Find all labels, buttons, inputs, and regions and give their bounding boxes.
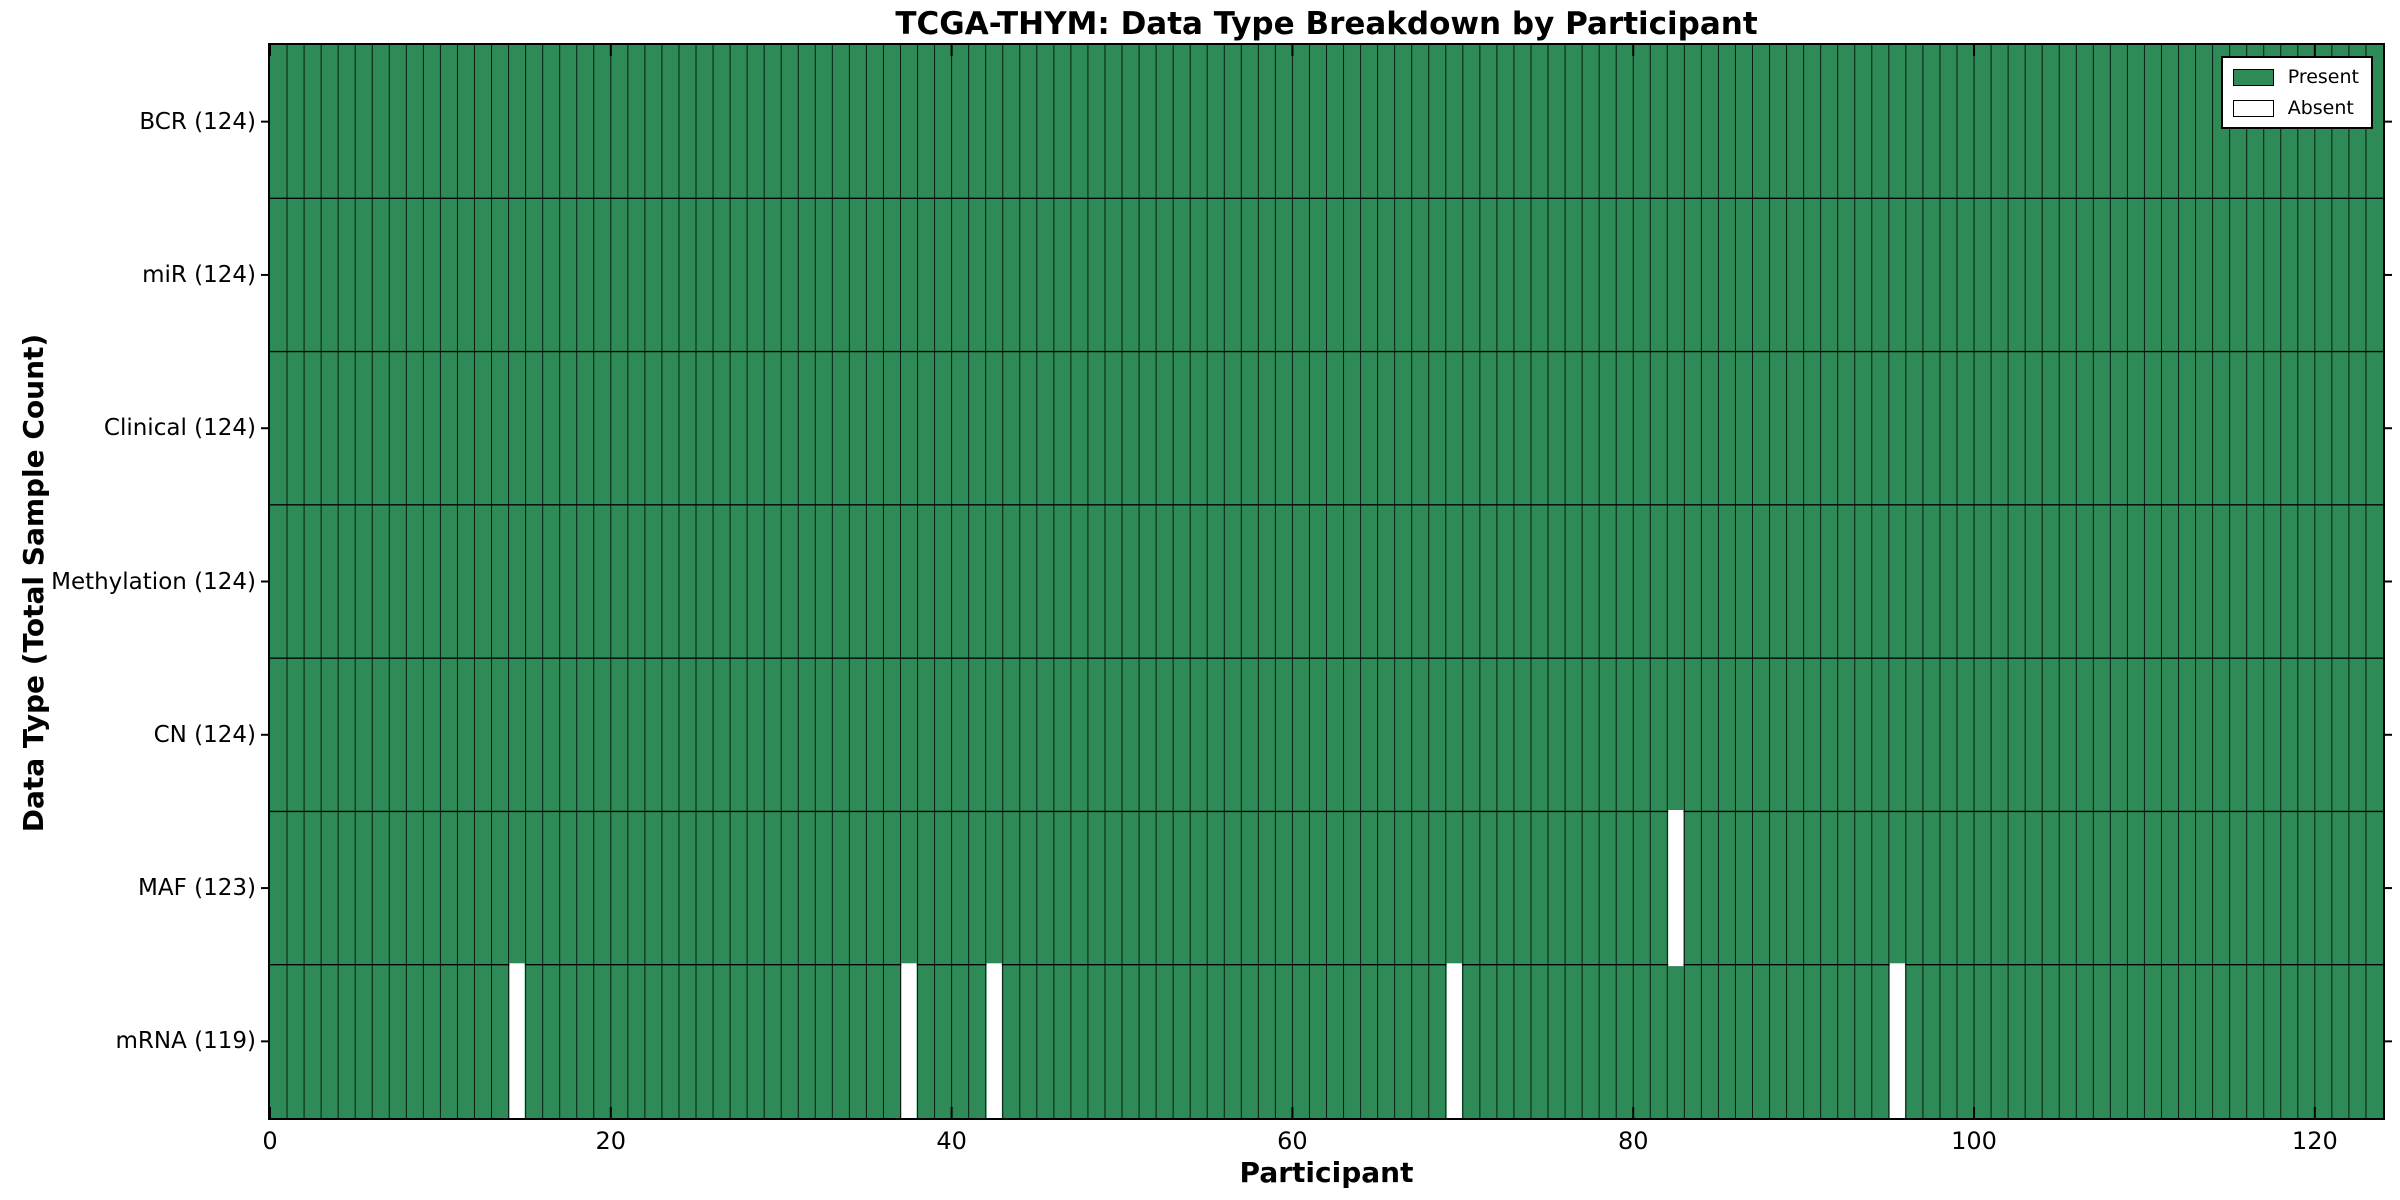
legend-present-swatch-icon <box>2232 68 2274 86</box>
x-tick-label-60: 60 <box>1277 1127 1308 1155</box>
chart-title: TCGA-THYM: Data Type Breakdown by Partic… <box>895 6 1758 42</box>
presence-matrix-canvas <box>261 45 2392 1118</box>
x-tick-label-80: 80 <box>1617 1127 1649 1155</box>
y-tick-label-CN: CN (124) <box>153 721 256 748</box>
y-tick-label-miR: miR (124) <box>142 261 256 288</box>
legend-item-absent: Absent <box>2232 97 2359 119</box>
absent-cell-MAF-82 <box>1668 810 1684 967</box>
absent-cell-mRNA-69 <box>1446 963 1462 1118</box>
x-axis-label: Participant <box>1239 1156 1414 1189</box>
absent-cell-mRNA-14 <box>509 963 525 1118</box>
x-tick-label-40: 40 <box>936 1127 967 1155</box>
y-tick-label-Clinical: Clinical (124) <box>103 415 256 442</box>
legend-absent-label: Absent <box>2287 97 2354 119</box>
x-tick-label-20: 20 <box>595 1127 627 1155</box>
y-tick-label-BCR: BCR (124) <box>139 108 256 135</box>
legend-absent-swatch-icon <box>2232 99 2274 117</box>
absent-cell-mRNA-95 <box>1889 963 1905 1118</box>
y-tick-label-MAF: MAF (123) <box>138 875 256 902</box>
legend-present-label: Present <box>2287 66 2359 88</box>
y-tick-label-mRNA: mRNA (119) <box>115 1028 256 1055</box>
x-tick-label-120: 120 <box>2291 1127 2338 1155</box>
absent-cell-mRNA-37 <box>901 963 917 1118</box>
legend: Present Absent <box>2220 56 2373 129</box>
x-tick-label-0: 0 <box>262 1127 278 1155</box>
absent-cell-mRNA-42 <box>986 963 1002 1118</box>
legend-item-present: Present <box>2232 66 2359 88</box>
x-tick-label-100: 100 <box>1951 1127 1997 1155</box>
plot-area: Present Absent <box>261 43 2392 1120</box>
y-tick-label-Methylation: Methylation (124) <box>51 568 256 595</box>
